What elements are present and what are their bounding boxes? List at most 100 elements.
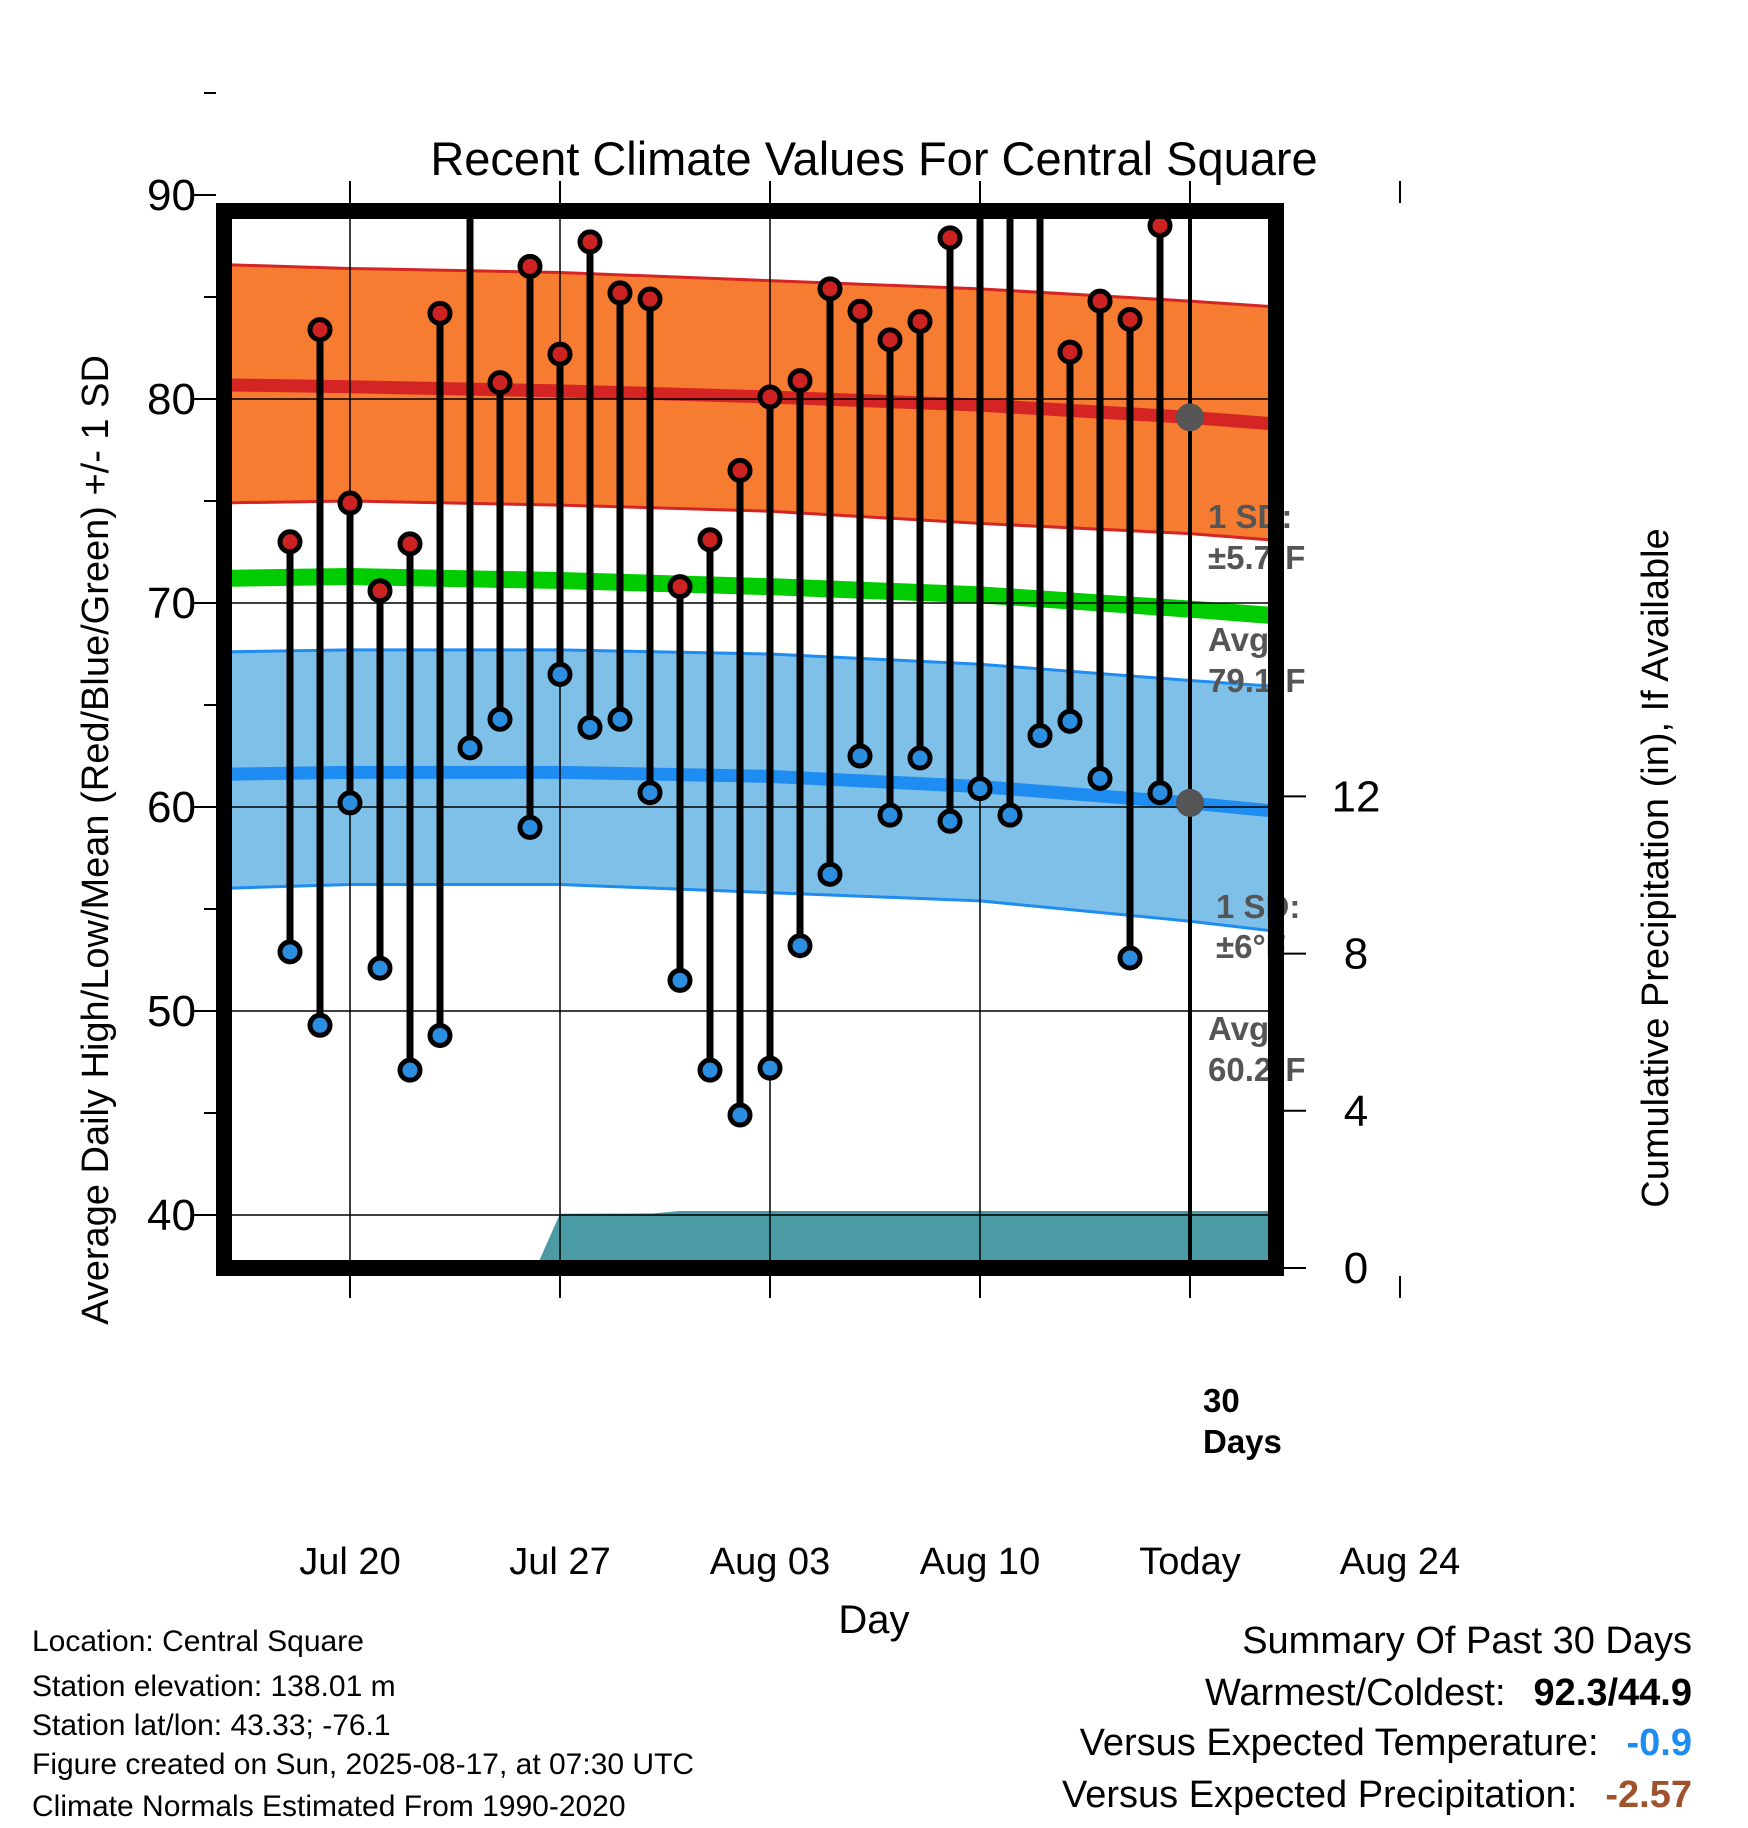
y-tick-label: 80 bbox=[147, 375, 196, 424]
x-tick-label: Aug 10 bbox=[920, 1541, 1040, 1583]
low-marker bbox=[607, 706, 633, 732]
low-marker bbox=[1117, 945, 1143, 971]
high-marker bbox=[427, 300, 453, 326]
low-marker bbox=[907, 745, 933, 771]
low-marker bbox=[847, 743, 873, 769]
low-marker bbox=[817, 861, 843, 887]
high-marker bbox=[667, 574, 693, 600]
precip-value: -2.57 bbox=[1605, 1774, 1692, 1816]
high-marker bbox=[277, 529, 303, 555]
today-low-avg-marker bbox=[1176, 788, 1204, 817]
low-marker bbox=[277, 939, 303, 965]
high-marker bbox=[847, 298, 873, 324]
x-tick-label: Today bbox=[1139, 1541, 1240, 1583]
high-marker bbox=[577, 229, 603, 255]
high-marker bbox=[817, 276, 843, 302]
high-marker bbox=[697, 527, 723, 553]
low-marker bbox=[1027, 723, 1053, 749]
y-tick-label: 40 bbox=[147, 1191, 196, 1240]
elevation-text: Station elevation: 138.01 m bbox=[32, 1670, 396, 1703]
high-sd-upper-line bbox=[232, 263, 1268, 308]
x-tick-label: Jul 20 bbox=[299, 1541, 400, 1583]
today-high-avg-marker bbox=[1176, 403, 1204, 432]
high-marker bbox=[727, 457, 753, 483]
low-marker bbox=[517, 814, 543, 840]
high-marker bbox=[1057, 339, 1083, 365]
high-marker bbox=[907, 308, 933, 334]
high-marker bbox=[1117, 306, 1143, 332]
summary-title: Summary Of Past 30 Days bbox=[1242, 1620, 1692, 1662]
high-marker bbox=[487, 370, 513, 396]
x-axis-label: Day bbox=[838, 1598, 909, 1642]
location-text: Location: Central Square bbox=[32, 1625, 364, 1658]
y-tick-label: 50 bbox=[147, 987, 196, 1036]
x-tick-label: Jul 27 bbox=[509, 1541, 610, 1583]
high-marker bbox=[337, 490, 363, 516]
high-marker bbox=[1147, 219, 1173, 239]
y-axis-label: Average Daily High/Low/Mean (Red/Blue/Gr… bbox=[75, 355, 117, 1325]
high-marker bbox=[637, 286, 663, 312]
low-sd-label: 1 SD: bbox=[1216, 888, 1300, 925]
low-marker bbox=[637, 780, 663, 806]
summary-precip-row: Versus Expected Precipitation: -2.57 bbox=[1062, 1774, 1692, 1817]
latlon-text: Station lat/lon: 43.33; -76.1 bbox=[32, 1709, 391, 1742]
low-marker bbox=[757, 1055, 783, 1081]
high-avg-value: 79.1°F bbox=[1208, 662, 1306, 699]
high-marker bbox=[307, 317, 333, 343]
x-tick-label: Aug 03 bbox=[710, 1541, 830, 1583]
normals-text: Climate Normals Estimated From 1990-2020 bbox=[32, 1790, 626, 1823]
y-tick-label: 90 bbox=[147, 171, 196, 220]
temp-label: Versus Expected Temperature: bbox=[1079, 1722, 1599, 1764]
low-marker bbox=[337, 790, 363, 816]
normal-mean-line bbox=[232, 567, 1268, 624]
y-tick-label: 70 bbox=[147, 579, 196, 628]
normal-high-line bbox=[232, 378, 1268, 430]
y-axis-label-right: Cumulative Precipitation (in), If Availa… bbox=[1635, 528, 1677, 1207]
high-marker bbox=[787, 368, 813, 394]
high-marker bbox=[877, 327, 903, 353]
low-marker bbox=[547, 661, 573, 687]
high-marker bbox=[607, 280, 633, 306]
high-marker bbox=[517, 253, 543, 279]
summary-warmest-row: Warmest/Coldest: 92.3/44.9 bbox=[1205, 1672, 1692, 1715]
low-marker bbox=[967, 776, 993, 802]
chart-title: Recent Climate Values For Central Square bbox=[430, 132, 1317, 185]
y-tick-label: 60 bbox=[147, 783, 196, 832]
window-label-top: 30 bbox=[1203, 1382, 1240, 1419]
low-sd-lower-line bbox=[232, 883, 1268, 932]
temp-value: -0.9 bbox=[1626, 1722, 1692, 1764]
high-marker bbox=[397, 531, 423, 557]
high-marker bbox=[547, 341, 573, 367]
low-marker bbox=[877, 802, 903, 828]
high-marker bbox=[367, 578, 393, 604]
low-marker bbox=[727, 1102, 753, 1128]
high-marker bbox=[937, 225, 963, 251]
low-marker bbox=[427, 1022, 453, 1048]
summary-temp-row: Versus Expected Temperature: -0.9 bbox=[1080, 1722, 1692, 1765]
x-tick-label: Aug 24 bbox=[1340, 1541, 1460, 1583]
normal-low-line bbox=[232, 765, 1268, 818]
warmest-label: Warmest/Coldest: bbox=[1204, 1672, 1506, 1714]
warmest-value: 92.3/44.9 bbox=[1533, 1672, 1692, 1714]
low-marker bbox=[937, 808, 963, 834]
low-marker bbox=[367, 955, 393, 981]
window-label-bottom: Days bbox=[1203, 1423, 1282, 1460]
low-marker bbox=[1057, 708, 1083, 734]
low-marker bbox=[397, 1057, 423, 1083]
precip-area bbox=[539, 1211, 1268, 1260]
y-tick-label-right: 0 bbox=[1344, 1244, 1368, 1293]
y-tick-label-right: 4 bbox=[1344, 1087, 1368, 1136]
y-tick-label-right: 12 bbox=[1332, 772, 1381, 821]
low-marker bbox=[577, 714, 603, 740]
created-text: Figure created on Sun, 2025-08-17, at 07… bbox=[32, 1748, 695, 1781]
low-marker bbox=[667, 967, 693, 993]
low-avg-value: 60.2°F bbox=[1208, 1051, 1306, 1088]
precip-label: Versus Expected Precipitation: bbox=[1061, 1774, 1578, 1816]
low-marker bbox=[307, 1012, 333, 1038]
high-marker bbox=[757, 384, 783, 410]
high-sd-lower-line bbox=[232, 499, 1268, 542]
low-sd-upper-line bbox=[232, 648, 1268, 688]
plot-frame bbox=[216, 203, 1284, 1276]
